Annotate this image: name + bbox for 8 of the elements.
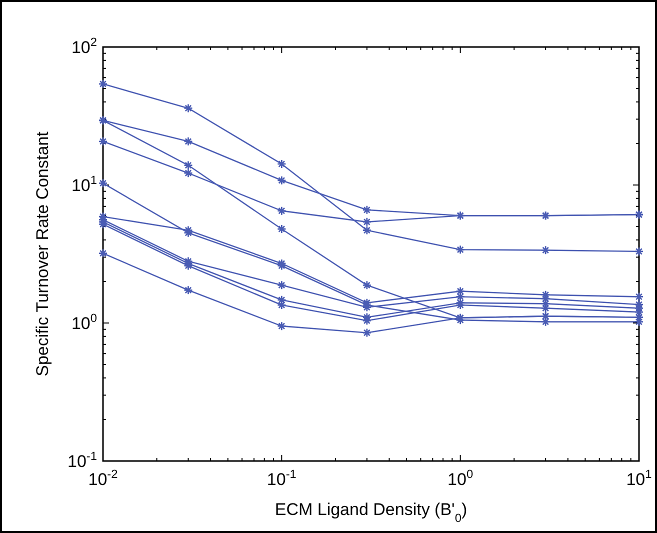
y-tick-label: 10$^{2}$ <box>71 35 98 57</box>
x-axis-title: ECM Ligand Density (B'$_{0}$) <box>274 500 468 525</box>
x-tick-label: 10$^{1}$ <box>626 467 652 489</box>
x-tick-label: 10$^{-1}$ <box>266 467 297 489</box>
y-tick-label: 10$^{0}$ <box>71 311 98 333</box>
x-tick-label: 10$^{0}$ <box>448 467 474 489</box>
y-tick-label: 10$^{1}$ <box>71 173 98 195</box>
y-axis-title: Specific Turnover Rate Constant <box>33 131 52 376</box>
